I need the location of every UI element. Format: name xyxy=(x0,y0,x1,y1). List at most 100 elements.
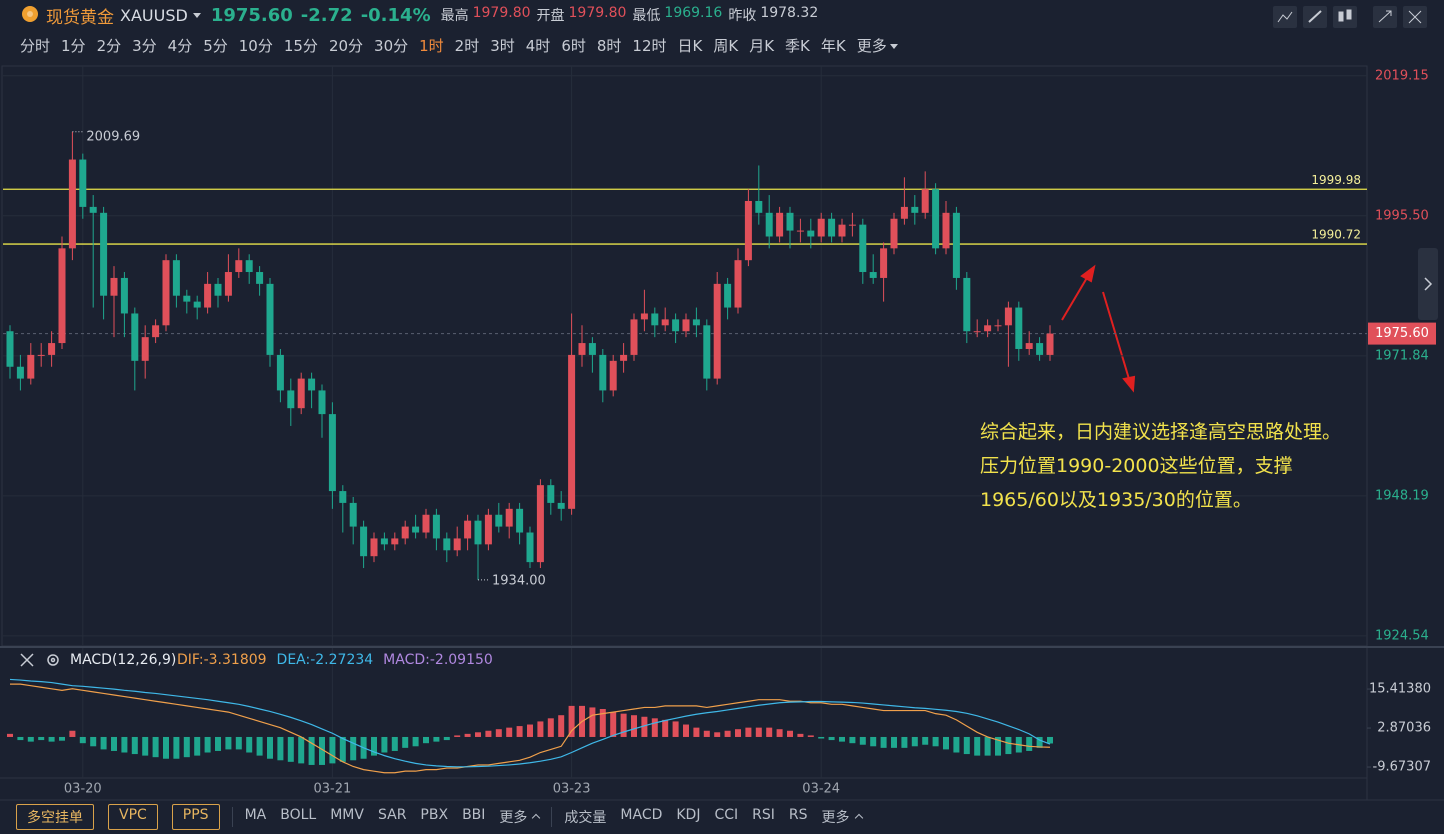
macd-bar xyxy=(287,736,294,762)
y-tick-label: 1971.84 xyxy=(1375,348,1429,363)
symbol[interactable]: 现货黄金 xyxy=(46,7,114,28)
macd-bar xyxy=(204,736,211,753)
toolbar-button[interactable]: VPC xyxy=(108,804,158,830)
sub-indicator[interactable]: CCI xyxy=(714,807,739,823)
macd-bar xyxy=(277,736,284,761)
timeframe-tab[interactable]: 季K xyxy=(785,37,810,55)
timeframe-tab[interactable]: 4时 xyxy=(525,37,551,55)
sub-indicator[interactable]: MACD xyxy=(620,807,663,823)
timeframe-tab[interactable]: 3分 xyxy=(132,37,157,55)
sub-indicator[interactable]: RSI xyxy=(752,807,775,823)
macd-bar xyxy=(350,736,357,761)
macd-close[interactable] xyxy=(20,653,34,667)
high-label: 2009.69 xyxy=(86,129,140,144)
timeframe-tab[interactable]: 年K xyxy=(820,37,846,55)
macd-bar xyxy=(995,736,1001,756)
timeframe-tab[interactable]: 8时 xyxy=(596,37,622,55)
macd-bar xyxy=(672,721,679,737)
candle-body xyxy=(994,325,1002,327)
macd-icons[interactable] xyxy=(20,653,59,667)
candle-body xyxy=(120,277,128,314)
candle-body xyxy=(391,538,399,545)
main-indicator[interactable]: SAR xyxy=(377,807,407,823)
main-indicator[interactable]: BBI xyxy=(462,807,486,823)
main-indicator[interactable]: PBX xyxy=(420,807,449,823)
macd-bar xyxy=(131,736,138,755)
macd-bar xyxy=(953,736,960,753)
sub-indicator[interactable]: 成交量 xyxy=(564,810,607,826)
candle-body xyxy=(869,272,877,278)
timeframe-tab[interactable]: 15分 xyxy=(283,37,318,55)
candle-body xyxy=(568,354,576,509)
macd-bar xyxy=(256,736,263,756)
timeframe-tab[interactable]: 10分 xyxy=(238,37,273,55)
macd-bar xyxy=(475,732,481,737)
candle-body xyxy=(588,343,596,355)
toolbar-button[interactable]: PPS xyxy=(171,804,220,830)
timeframe-tab[interactable]: 1分 xyxy=(61,37,86,55)
macd-bar xyxy=(922,736,929,745)
macd-bar xyxy=(79,736,86,744)
timeframe-tab[interactable]: 12时 xyxy=(632,37,667,55)
candle-body xyxy=(828,218,836,237)
timeframe-tab[interactable]: 30分 xyxy=(374,37,409,55)
candle-body xyxy=(443,538,451,551)
sub-indicator[interactable]: KDJ xyxy=(676,807,701,823)
macd-bar xyxy=(558,715,565,737)
macd-line xyxy=(9,678,1051,768)
timeframe-tab[interactable]: 4分 xyxy=(167,37,193,55)
candle-body xyxy=(328,414,336,492)
symbol-caret[interactable] xyxy=(192,12,201,18)
macd-bar xyxy=(620,713,627,737)
level-label: 1990.72 xyxy=(1311,228,1361,242)
timeframe-tab[interactable]: 5分 xyxy=(203,37,228,55)
macd-bar xyxy=(391,736,398,751)
macd-legend: DEA:-2.27234 xyxy=(277,652,374,668)
timeframe-tab[interactable]: 1时 xyxy=(419,37,444,55)
sub-indicator[interactable]: 更多 xyxy=(822,807,862,827)
timeframe-tab[interactable]: 周K xyxy=(713,37,739,55)
toolbar-button[interactable]: 多空挂单 xyxy=(16,804,94,830)
candle-body xyxy=(963,277,971,332)
timeframe-tab[interactable]: 3时 xyxy=(490,37,515,55)
candle-body xyxy=(838,224,846,237)
candle-body xyxy=(859,224,867,273)
main-indicator[interactable]: MA xyxy=(244,807,267,823)
arrow-head xyxy=(1080,264,1096,283)
line-tool-icon xyxy=(1277,11,1293,23)
macd-bar xyxy=(891,736,897,748)
candle-body xyxy=(172,260,180,296)
macd-bar xyxy=(7,733,13,737)
macd-bar xyxy=(755,727,762,737)
side-tab[interactable] xyxy=(1418,248,1438,320)
macd-bar xyxy=(1047,736,1053,744)
macd-settings[interactable] xyxy=(47,654,59,666)
candle-body xyxy=(776,212,784,237)
candle-body xyxy=(724,283,732,308)
timeframe-tab[interactable]: 月K xyxy=(749,37,775,55)
stat-value: 1979.80 xyxy=(568,5,627,21)
main-indicator[interactable]: BOLL xyxy=(280,807,317,823)
timeframe-tab[interactable]: 6时 xyxy=(561,37,586,55)
candle-body xyxy=(401,526,409,539)
timeframe-tab[interactable]: 更多 xyxy=(857,35,898,56)
timeframe-tab[interactable]: 日K xyxy=(677,37,703,55)
candle-body xyxy=(755,200,763,213)
top-icons[interactable] xyxy=(1273,6,1427,28)
candle-body xyxy=(786,212,794,231)
main-indicator[interactable]: MMV xyxy=(330,807,364,823)
main-indicator[interactable]: 更多 xyxy=(499,807,539,827)
candle-body xyxy=(921,189,929,213)
arrow-head xyxy=(1122,375,1136,393)
macd-bar xyxy=(412,736,419,747)
timeframe-tab[interactable]: 2分 xyxy=(96,37,122,55)
candle-body xyxy=(464,520,472,539)
timeframe-tab[interactable]: 20分 xyxy=(328,37,364,55)
candle-body xyxy=(599,354,607,391)
stat-label: 昨收 xyxy=(728,8,757,24)
timeframe-tab[interactable]: 分时 xyxy=(20,37,51,55)
code[interactable]: XAUUSD xyxy=(120,5,188,25)
candle-body xyxy=(609,360,617,391)
timeframe-tab[interactable]: 2时 xyxy=(454,37,480,55)
sub-indicator[interactable]: RS xyxy=(788,807,808,823)
